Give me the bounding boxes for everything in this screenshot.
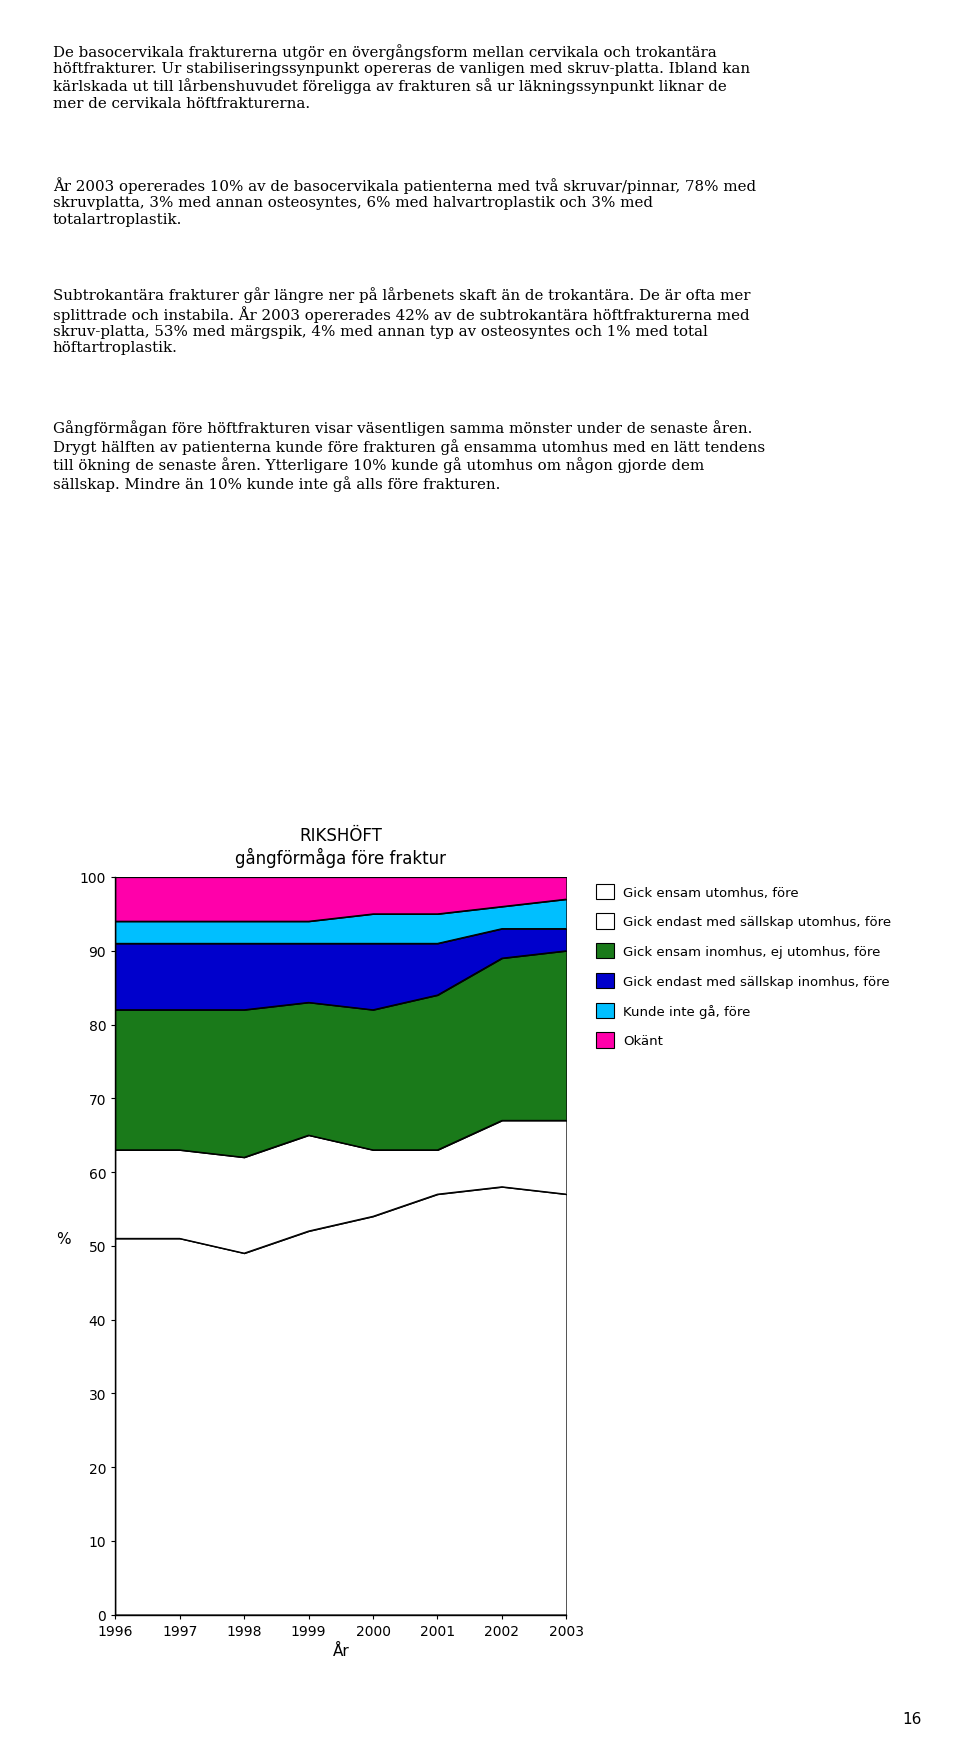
Text: De basocervikala frakturerna utgör en övergångsform mellan cervikala och trokant: De basocervikala frakturerna utgör en öv…	[53, 44, 750, 111]
Text: Gångförmågan före höftfrakturen visar väsentligen samma mönster under de senaste: Gångförmågan före höftfrakturen visar vä…	[53, 419, 765, 491]
Y-axis label: %: %	[56, 1230, 70, 1246]
Legend: Gick ensam utomhus, före, Gick endast med sällskap utomhus, före, Gick ensam ino: Gick ensam utomhus, före, Gick endast me…	[595, 885, 892, 1048]
Text: 16: 16	[902, 1711, 922, 1727]
X-axis label: År: År	[332, 1643, 349, 1658]
Text: Subtrokantära frakturer går längre ner på lårbenets skaft än de trokantära. De ä: Subtrokantära frakturer går längre ner p…	[53, 286, 751, 355]
Title: RIKSHÖFT
gångförmåga före fraktur: RIKSHÖFT gångförmåga före fraktur	[235, 827, 446, 867]
Text: År 2003 opererades 10% av de basocervikala patienterna med två skruvar/pinnar, 7: År 2003 opererades 10% av de basocervika…	[53, 177, 756, 226]
